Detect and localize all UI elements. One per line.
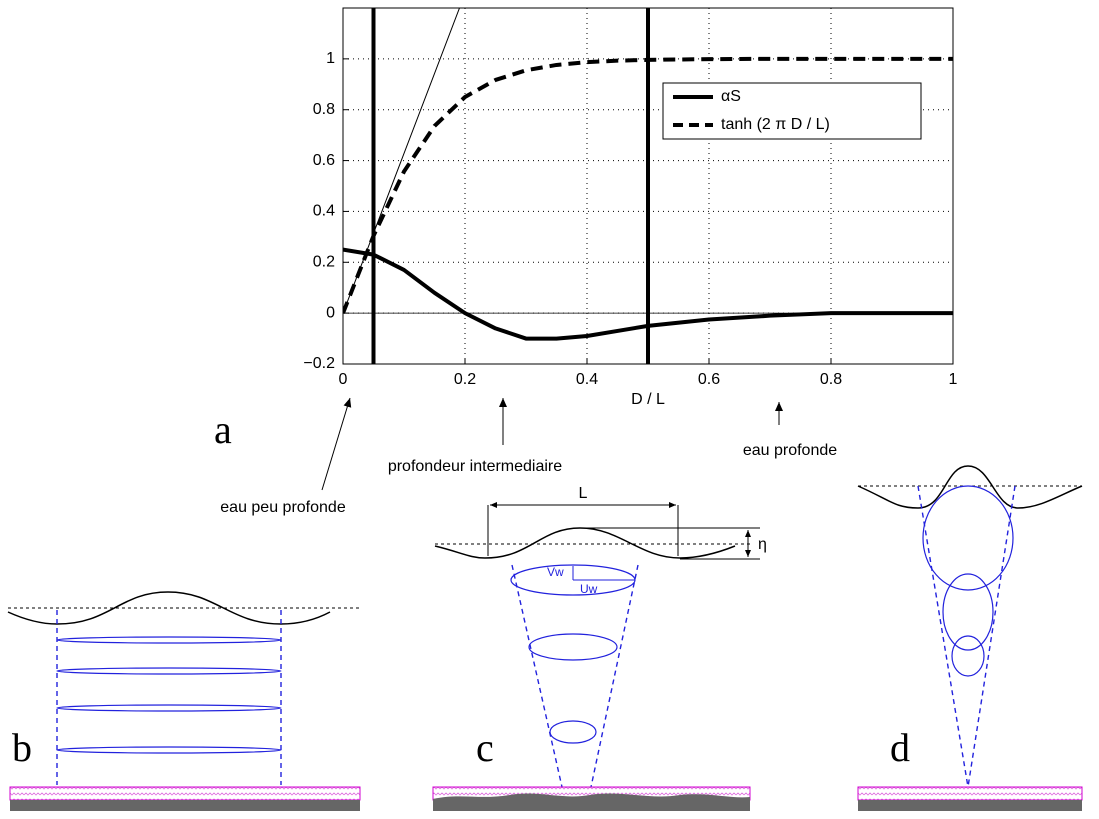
panel-label: c — [476, 725, 494, 770]
diagram-c: L η Vw Uw c — [432, 485, 767, 811]
legend-label: αS — [721, 88, 741, 105]
x-tick-label: 0.6 — [698, 371, 720, 388]
diagram-d: d — [857, 465, 1083, 811]
y-tick-label: 1 — [326, 50, 335, 67]
panel-label: a — [214, 407, 232, 452]
arrow — [321, 397, 352, 491]
vector-label: Vw — [547, 565, 564, 579]
panel-label: d — [890, 725, 910, 770]
x-tick-label: 0.2 — [454, 371, 476, 388]
x-tick-label: 1 — [949, 371, 958, 388]
dimension-label: η — [758, 536, 767, 553]
x-tick-label: 0 — [339, 371, 348, 388]
y-tick-label: −0.2 — [303, 355, 335, 372]
data-line — [343, 56, 953, 314]
plot-area — [343, 8, 953, 364]
dimension-label: L — [579, 485, 588, 502]
y-tick-label: 0.2 — [313, 254, 335, 271]
y-tick-label: 0.6 — [313, 152, 335, 169]
panel-label: b — [12, 725, 32, 770]
y-tick-label: 0 — [326, 304, 335, 321]
diagram-b: b — [7, 591, 361, 811]
annotation: profondeur intermediaire — [388, 458, 562, 475]
vector-label: Uw — [580, 582, 598, 596]
legend-label: tanh (2 π D / L) — [721, 116, 830, 133]
annotation: eau profonde — [743, 442, 837, 459]
x-tick-label: 0.4 — [576, 371, 598, 388]
annotation: eau peu profonde — [220, 499, 346, 516]
y-tick-label: 0.8 — [313, 101, 335, 118]
data-line — [343, 8, 461, 314]
legend-box — [662, 82, 922, 140]
plot: −0.200.20.40.60.810 0.2 0.4 0.6 0.8 1D / LαSt… — [303, 7, 958, 408]
y-tick-label: 0.4 — [313, 203, 335, 220]
x-tick-label: 0.8 — [820, 371, 842, 388]
x-axis-label: D / L — [631, 391, 665, 408]
data-line — [343, 247, 953, 341]
